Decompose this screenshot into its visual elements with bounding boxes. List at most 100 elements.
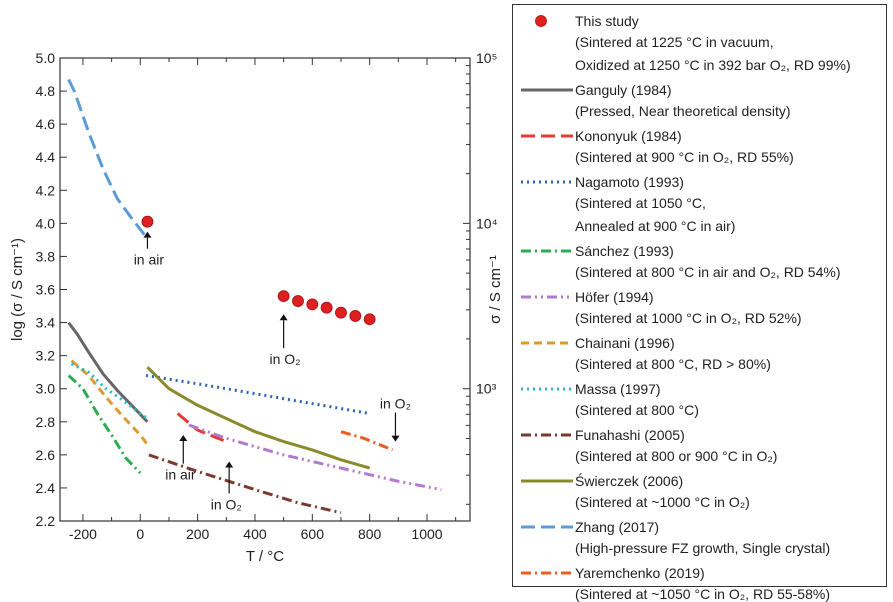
legend-symbol bbox=[521, 433, 573, 437]
x-tick-label: 800 bbox=[358, 526, 382, 542]
y-tick-label: 2.8 bbox=[36, 414, 56, 430]
annotation-label: in O₂ bbox=[211, 496, 242, 512]
legend-note: Oxidized at 1250 °C in 392 bar O₂, RD 99… bbox=[575, 57, 851, 73]
x-tick-label: -200 bbox=[69, 526, 97, 542]
legend-note: (Sintered at ~1050 °C in O₂, RD 55-58%) bbox=[575, 586, 830, 602]
legend-symbol bbox=[521, 88, 573, 92]
legend-name: Chainani (1996) bbox=[575, 335, 675, 351]
legend-symbol bbox=[521, 180, 573, 184]
legend-symbol bbox=[521, 295, 573, 299]
y-tick-label: 3.0 bbox=[36, 381, 56, 397]
x-tick-label: 600 bbox=[301, 526, 325, 542]
legend-entry: Kononyuk (1984) bbox=[513, 126, 886, 146]
legend-name: Świerczek (2006) bbox=[575, 473, 684, 489]
legend-note: (Sintered at 800 °C, RD > 80%) bbox=[575, 356, 771, 372]
series-line bbox=[188, 423, 442, 492]
y-tick-label: 2.2 bbox=[36, 513, 56, 529]
legend-name: Kononyuk (1984) bbox=[575, 128, 682, 144]
legend-name: Yaremchenko (2019) bbox=[575, 565, 705, 581]
data-point bbox=[335, 306, 347, 319]
y-tick-label: 3.8 bbox=[36, 248, 56, 264]
y-axis-label-left: log (σ / S cm⁻¹) bbox=[9, 238, 26, 341]
data-point bbox=[277, 290, 290, 303]
legend-note: (High-pressure FZ growth, Single crystal… bbox=[575, 540, 831, 556]
legend-symbol bbox=[521, 525, 573, 529]
legend-symbol bbox=[521, 341, 573, 345]
y-right-tick-label: 10⁴ bbox=[476, 215, 498, 231]
legend-name: Nagamoto (1993) bbox=[575, 174, 684, 190]
legend-entry: Chainani (1996) bbox=[513, 333, 886, 353]
legend-name: Höfer (1994) bbox=[575, 289, 654, 305]
x-axis-label: T / °C bbox=[246, 548, 284, 565]
x-tick-label: 400 bbox=[243, 526, 267, 542]
legend-symbol bbox=[521, 479, 573, 483]
y-tick-label: 3.4 bbox=[36, 315, 56, 331]
legend-entry: Yaremchenko (2019) bbox=[513, 563, 886, 583]
y-tick-label: 4.4 bbox=[36, 149, 56, 165]
plot-frame bbox=[59, 57, 471, 522]
legend-name: Funahashi (2005) bbox=[575, 427, 685, 443]
annotation-arrowhead bbox=[279, 314, 288, 321]
legend-symbol bbox=[521, 571, 573, 575]
series-line bbox=[340, 430, 394, 452]
annotation-arrowhead bbox=[225, 461, 234, 468]
chart-plot: -200 0 200 400 600 800 1000 2.2 2.4 2.6 2.8 3.0 3.2 3… bbox=[9, 50, 504, 565]
data-point bbox=[292, 295, 304, 307]
legend-entry: This study bbox=[513, 11, 886, 31]
y-tick-label: 2.6 bbox=[36, 447, 56, 463]
series-line bbox=[67, 374, 142, 475]
y-tick-label: 2.4 bbox=[36, 480, 56, 496]
legend-entry: Ganguly (1984) bbox=[513, 80, 886, 100]
legend-entry: Massa (1997) bbox=[513, 379, 886, 399]
annotation-label: in O₂ bbox=[270, 351, 301, 367]
annotation-arrowhead bbox=[179, 435, 188, 442]
legend-symbol bbox=[535, 15, 547, 27]
legend-name: Ganguly (1984) bbox=[575, 82, 672, 98]
legend-note: (Sintered at 900 °C in O₂, RD 55%) bbox=[575, 149, 794, 165]
y-tick-label: 4.6 bbox=[36, 116, 56, 132]
chart-legend: This study (Sintered at 1225 °C in vacuum… bbox=[512, 4, 887, 602]
annotation-arrowhead bbox=[143, 231, 152, 238]
annotation-label: in air bbox=[165, 467, 196, 483]
annotation-label: in air bbox=[134, 252, 165, 268]
y-tick-label: 4.2 bbox=[36, 182, 56, 198]
y-right-tick-label: 10³ bbox=[476, 381, 497, 397]
x-tick-label: 0 bbox=[136, 526, 144, 542]
y-right-tick-label: 10⁵ bbox=[476, 50, 497, 66]
legend-symbol bbox=[521, 134, 573, 138]
legend-marker bbox=[535, 15, 547, 27]
data-point bbox=[349, 310, 362, 322]
legend-name: This study bbox=[575, 13, 639, 29]
series-line bbox=[176, 412, 227, 443]
legend-note: (Sintered at 800 or 900 °C in O₂) bbox=[575, 448, 778, 464]
legend-entry: Sánchez (1993) bbox=[513, 241, 886, 261]
series-line bbox=[146, 366, 371, 470]
legend-entry: Nagamoto (1993) bbox=[513, 172, 886, 192]
legend-note: (Sintered at 1050 °C, bbox=[575, 195, 706, 211]
series-line bbox=[148, 453, 342, 515]
legend-note: (Pressed, Near theoretical density) bbox=[575, 103, 791, 119]
y-axis-label-right: σ / S cm⁻¹ bbox=[487, 255, 504, 324]
legend-name: Massa (1997) bbox=[575, 381, 661, 397]
legend-symbol bbox=[521, 249, 573, 253]
annotation-arrowhead bbox=[391, 435, 400, 442]
data-point bbox=[320, 301, 333, 314]
y-tick-label: 4.8 bbox=[36, 83, 56, 99]
legend-entry: Funahashi (2005) bbox=[513, 425, 886, 445]
annotation-label: in O₂ bbox=[380, 396, 411, 412]
legend-entry: Świerczek (2006) bbox=[513, 471, 886, 491]
y-tick-label: 3.2 bbox=[36, 348, 56, 364]
legend-note: Annealed at 900 °C in air) bbox=[575, 218, 736, 234]
series-line bbox=[67, 321, 149, 423]
data-point bbox=[363, 313, 376, 326]
legend-note: (Sintered at ~1000 °C in O₂) bbox=[575, 494, 750, 510]
legend-name: Zhang (2017) bbox=[575, 519, 660, 535]
legend-note: (Sintered at 1225 °C in vacuum, bbox=[575, 34, 774, 50]
series-line bbox=[70, 359, 151, 448]
data-point bbox=[141, 215, 154, 228]
legend-entry: Zhang (2017) bbox=[513, 517, 886, 537]
y-tick-label: 3.6 bbox=[36, 282, 56, 298]
legend-note: (Sintered at 1000 °C in O₂, RD 52%) bbox=[575, 310, 802, 326]
legend-symbol bbox=[521, 387, 573, 391]
legend-name: Sánchez (1993) bbox=[575, 243, 674, 259]
